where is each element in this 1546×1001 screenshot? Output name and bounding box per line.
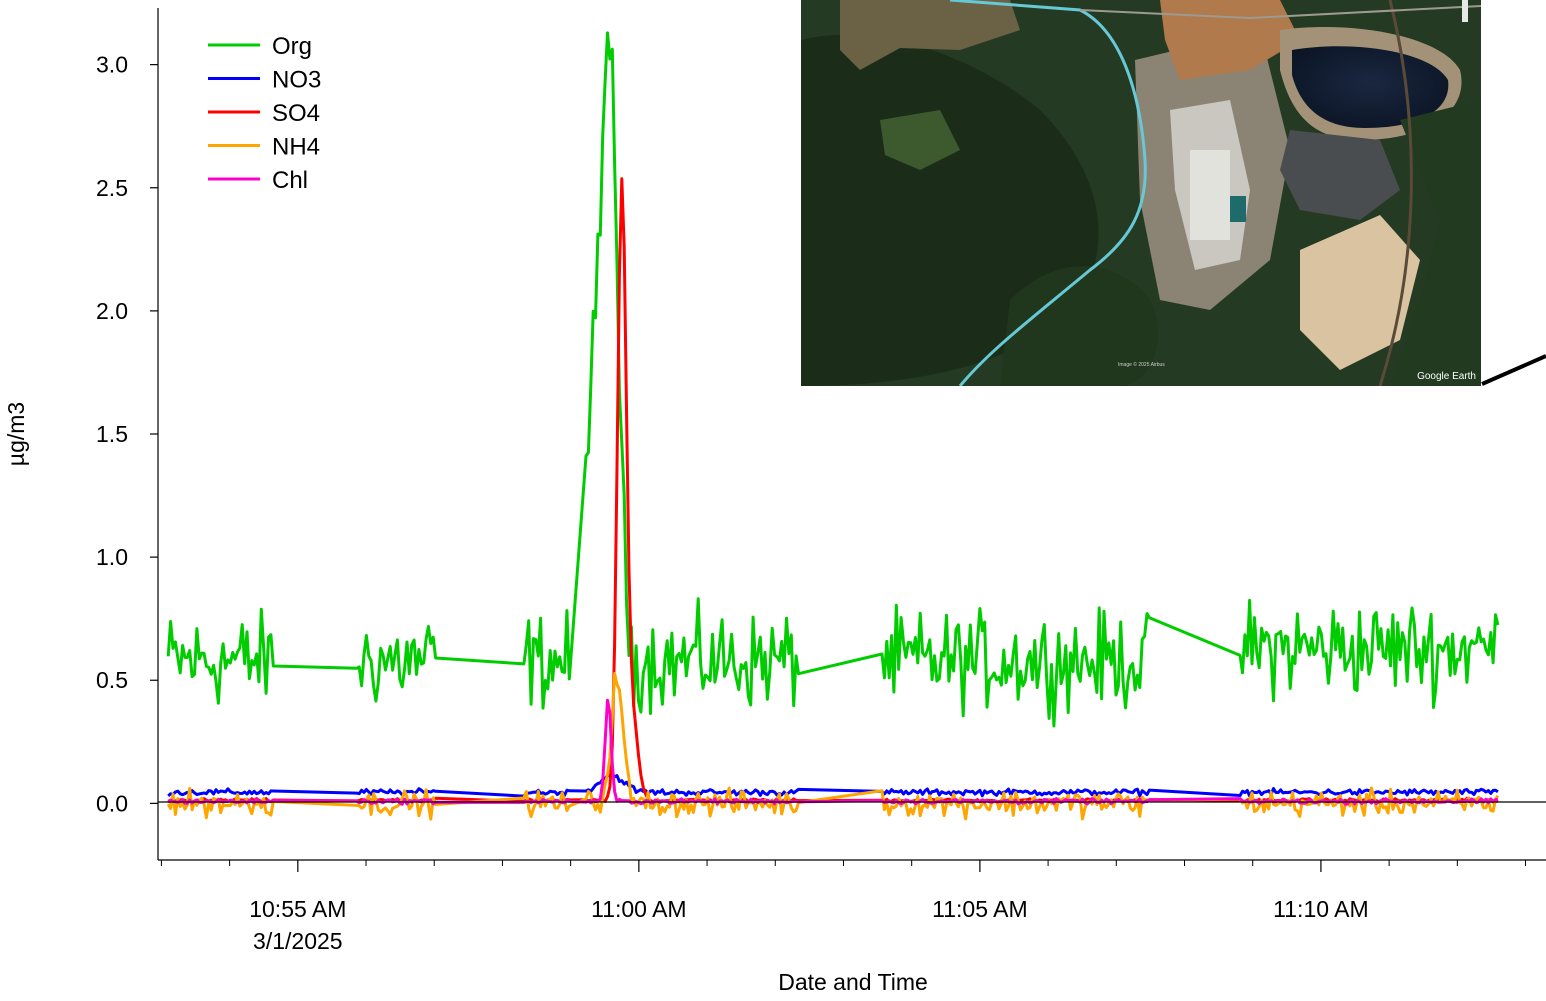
y-tick-label: 1.0: [96, 544, 128, 570]
y-tick-label: 3.0: [96, 52, 128, 78]
inset-ash-area: [1280, 130, 1400, 220]
y-tick-label: 0.0: [96, 790, 128, 816]
legend-label: Org: [272, 33, 312, 60]
inset-highway-north: [1079, 5, 1481, 20]
inset-pointer-line: [1481, 354, 1546, 386]
inset-credit: Google Earth: [1417, 371, 1476, 382]
inset-rail-line: [1378, 0, 1413, 386]
legend-label: Chl: [272, 167, 308, 194]
x-tick-sublabel: 3/1/2025: [253, 928, 343, 954]
inset-compass-icon: [1462, 0, 1468, 22]
x-tick-label: 11:10 AM: [1273, 896, 1368, 922]
y-tick-label: 2.0: [96, 298, 128, 324]
series-line-nh4: [166, 672, 1500, 821]
legend-label: NH4: [272, 134, 320, 161]
inset-field-patch: [880, 110, 960, 170]
legend-label: NO3: [272, 67, 321, 94]
inset-tank: [1230, 196, 1246, 222]
inset-small-credit: Image © 2025 Airbus: [1118, 361, 1165, 368]
series-line-org: [166, 31, 1500, 728]
y-tick-label: 2.5: [96, 175, 128, 201]
inset-highway: [949, 0, 1147, 386]
x-axis-title: Date and Time: [778, 969, 928, 995]
x-tick-label: 11:05 AM: [932, 896, 1027, 922]
y-tick-label: 0.5: [96, 667, 128, 693]
legend-label: SO4: [272, 100, 320, 127]
x-ticks: 10:55 AM 3/1/2025 11:00 AM 11:05 AM 11:10 AM: [160, 860, 1527, 954]
inset-sand-piles: [1160, 0, 1300, 80]
series-line-no3: [167, 772, 1499, 798]
satellite-inset: Google Earth Image © 2025 Airbus: [801, 0, 1481, 386]
x-tick-label: 10:55 AM: [249, 896, 346, 922]
inset-forest-south: [1000, 266, 1159, 386]
y-ticks: 0.0 0.5 1.0 1.5 2.0 2.5 3.0: [96, 52, 158, 816]
inset-quarry: [1300, 215, 1420, 370]
inset-east-forest: [1390, 100, 1481, 386]
y-tick-label: 1.5: [96, 421, 128, 447]
legend: Org NO3 SO4 NH4 Chl: [208, 33, 321, 194]
x-tick-label: 11:00 AM: [591, 896, 686, 922]
inset-plant-roof: [1190, 150, 1230, 240]
inset-clearing-west: [840, 0, 1020, 70]
y-axis-title: µg/m3: [3, 402, 29, 466]
